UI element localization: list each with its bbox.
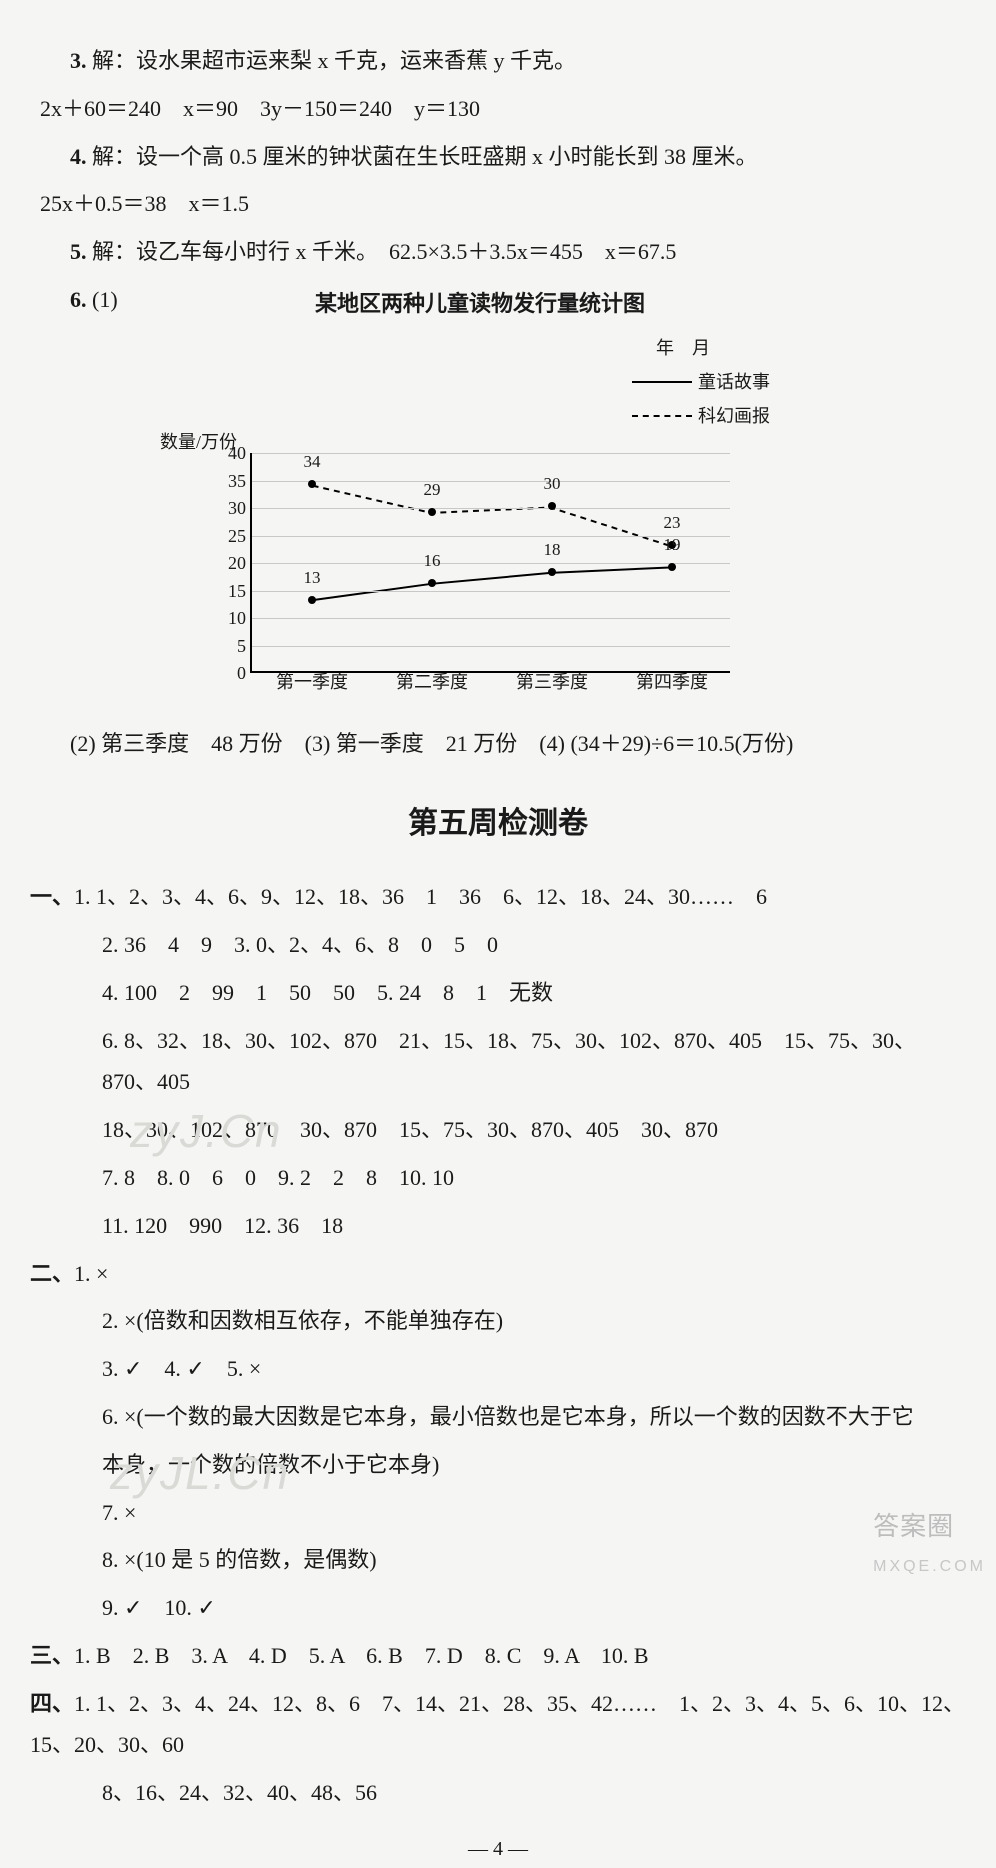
sec1-r1-text: 1. 1、2、3、4、6、9、12、18、36 1 36 6、12、18、24、… (74, 884, 767, 909)
data-point (428, 579, 436, 587)
gridline (252, 508, 730, 509)
sec2-r4b: 本身，一个数的倍数不小于它本身) (30, 1444, 966, 1486)
q3-stem-text: 解：设水果超市运来梨 x 千克，运来香蕉 y 千克。 (92, 48, 576, 73)
chart-title: 某地区两种儿童读物发行量统计图 (315, 283, 645, 325)
data-point-label: 16 (424, 545, 441, 577)
q5-label: 5. (70, 239, 87, 264)
q4-stem: 4. 解：设一个高 0.5 厘米的钟状菌在生长旺盛期 x 小时能长到 38 厘米… (30, 136, 966, 178)
sec3-label: 三、 (30, 1643, 74, 1668)
sec2-r2: 2. ×(倍数和因数相互依存，不能单独存在) (30, 1300, 966, 1342)
sec2-r6: 8. ×(10 是 5 的倍数，是偶数) (30, 1539, 966, 1581)
sec1-r6: 11. 120 990 12. 36 18 (30, 1205, 966, 1247)
gridline (252, 646, 730, 647)
legend-series1: 童话故事 (698, 365, 770, 399)
gridline (252, 481, 730, 482)
x-tick-label: 第四季度 (636, 665, 708, 699)
data-point-label: 29 (424, 474, 441, 506)
sec4-label: 四、 (30, 1691, 74, 1716)
q4-label: 4. (70, 144, 87, 169)
sec2-r1: 二、1. × (30, 1253, 966, 1295)
data-point-label: 30 (544, 468, 561, 500)
x-tick-label: 第一季度 (276, 665, 348, 699)
legend-line-solid (632, 381, 692, 383)
legend-line-dash (632, 415, 692, 417)
sec2-label: 二、 (30, 1261, 74, 1286)
q6-lead: 6. (1) (70, 279, 160, 723)
q6-row: 6. (1) 某地区两种儿童读物发行量统计图 年 月 童话故事 科幻画报 数量/… (30, 279, 966, 723)
q3-work: 2x＋60＝240 x＝90 3y－150＝240 y＝130 (30, 88, 966, 130)
sec2-r7: 9. ✓ 10. ✓ (30, 1587, 966, 1629)
q6-parts-234: (2) 第三季度 48 万份 (3) 第一季度 21 万份 (4) (34＋29… (30, 723, 966, 765)
q4-stem-text: 解：设一个高 0.5 厘米的钟状菌在生长旺盛期 x 小时能长到 38 厘米。 (92, 144, 758, 169)
chart-legend: 年 月 童话故事 科幻画报 (160, 331, 800, 434)
sec2-r5: 7. × (30, 1492, 966, 1534)
data-point (308, 596, 316, 604)
corner-small: MXQE.COM (873, 1552, 986, 1582)
q5-text: 解：设乙车每小时行 x 千米。 62.5×3.5＋3.5x＝455 x＝67.5 (92, 239, 676, 264)
data-point-label: 13 (304, 562, 321, 594)
chart-wrap: 某地区两种儿童读物发行量统计图 年 月 童话故事 科幻画报 数量/万份 0510… (160, 283, 800, 713)
section-title: 第五周检测卷 (30, 795, 966, 852)
legend-row-2: 科幻画报 (160, 399, 770, 433)
sec3: 三、1. B 2. B 3. A 4. D 5. A 6. B 7. D 8. … (30, 1635, 966, 1677)
q6-part1-label: (1) (92, 287, 118, 312)
chart-plot: 0510152025303540第一季度第二季度第三季度第四季度34293023… (250, 453, 730, 673)
y-tick-label: 40 (212, 436, 246, 470)
data-point (668, 563, 676, 571)
q3-label: 3. (70, 48, 87, 73)
sec2-r1-text: 1. × (74, 1261, 108, 1286)
data-point-label: 34 (304, 446, 321, 478)
sec4-r2: 8、16、24、32、40、48、56 (30, 1772, 966, 1814)
sec1-label: 一、 (30, 884, 74, 909)
data-point (308, 480, 316, 488)
corner-stamp: 答案圈 MXQE.COM (873, 1502, 986, 1582)
data-point-label: 18 (544, 534, 561, 566)
q3-stem: 3. 解：设水果超市运来梨 x 千克，运来香蕉 y 千克。 (30, 40, 966, 82)
sec3-text: 1. B 2. B 3. A 4. D 5. A 6. B 7. D 8. C … (74, 1643, 649, 1668)
sec1-r4: 6. 8、32、18、30、102、870 21、15、18、75、30、102… (30, 1020, 966, 1104)
sec2-r4: 6. ×(一个数的最大因数是它本身，最小倍数也是它本身，所以一个数的因数不大于它 (30, 1396, 966, 1438)
sec1-r3: 4. 100 2 99 1 50 50 5. 24 8 1 无数 (30, 972, 966, 1014)
data-point (548, 502, 556, 510)
sec1-r5: 7. 8 8. 0 6 0 9. 2 2 8 10. 10 (30, 1157, 966, 1199)
q5: 5. 解：设乙车每小时行 x 千米。 62.5×3.5＋3.5x＝455 x＝6… (30, 231, 966, 273)
legend-series2: 科幻画报 (698, 399, 770, 433)
legend-row-1: 童话故事 (160, 365, 770, 399)
data-point (428, 508, 436, 516)
sec4-r1: 四、1. 1、2、3、4、24、12、8、6 7、14、21、28、35、42…… (30, 1683, 966, 1767)
gridline (252, 453, 730, 454)
page-number: — 4 — (30, 1830, 966, 1868)
data-point (548, 568, 556, 576)
legend-date: 年 月 (160, 331, 770, 365)
data-point-label: 19 (664, 529, 681, 561)
gridline (252, 591, 730, 592)
x-tick-label: 第二季度 (396, 665, 468, 699)
sec4-r1-text: 1. 1、2、3、4、24、12、8、6 7、14、21、28、35、42…… … (30, 1691, 965, 1758)
q4-work: 25x＋0.5＝38 x＝1.5 (30, 183, 966, 225)
x-tick-label: 第三季度 (516, 665, 588, 699)
q6-label: 6. (70, 287, 87, 312)
series-line (313, 486, 670, 546)
corner-big: 答案圈 (873, 1511, 954, 1541)
gridline (252, 536, 730, 537)
chart-box: 数量/万份 0510152025303540第一季度第二季度第三季度第四季度34… (160, 433, 800, 713)
sec1-r2: 2. 36 4 9 3. 0、2、4、6、8 0 5 0 (30, 924, 966, 966)
chart-lines-svg (252, 453, 730, 671)
sec1-r1: 一、1. 1、2、3、4、6、9、12、18、36 1 36 6、12、18、2… (30, 876, 966, 918)
gridline (252, 563, 730, 564)
sec2-r3: 3. ✓ 4. ✓ 5. × (30, 1348, 966, 1390)
series-line (313, 568, 670, 601)
gridline (252, 618, 730, 619)
sec1-r4b: 18、30、102、870 30、870 15、75、30、870、405 30… (30, 1109, 966, 1151)
